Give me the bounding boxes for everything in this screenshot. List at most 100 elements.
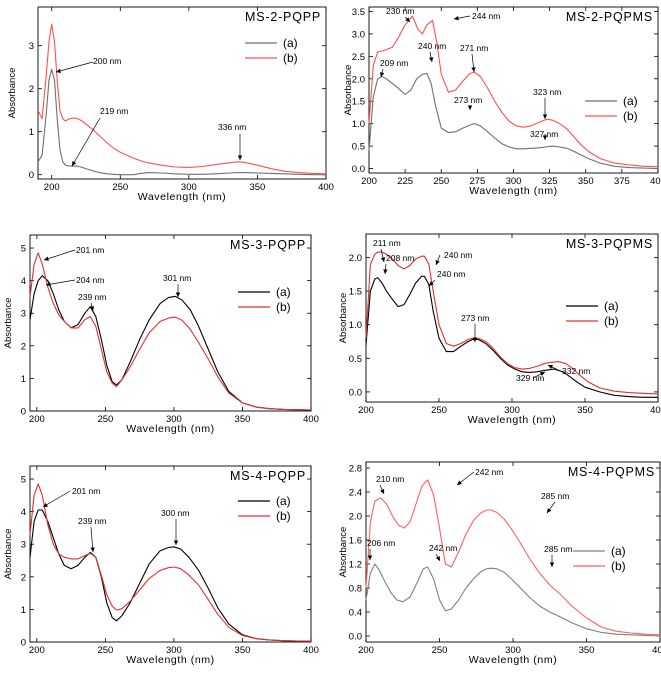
- annotation-label: 273 nm: [461, 313, 489, 323]
- panel-title: MS-4-PQPP: [230, 469, 306, 483]
- y-tick-label: 0: [21, 407, 26, 418]
- annotation-label: 327 nm: [530, 129, 558, 139]
- annotation-arrowhead: [435, 556, 440, 561]
- series-line: [365, 479, 661, 636]
- annotation-label: 239 nm: [78, 292, 106, 302]
- annotation-arrowhead: [175, 292, 181, 297]
- x-tick-label: 200: [361, 176, 377, 187]
- x-tick-label: 400: [318, 182, 334, 193]
- legend-label: (a): [623, 94, 638, 108]
- series-line: [368, 72, 659, 170]
- x-axis-title: Wavelength (nm): [138, 191, 227, 203]
- annotation-arrowhead: [89, 306, 95, 311]
- annotation-arrowhead: [90, 547, 95, 552]
- x-tick-label: 250: [431, 405, 447, 416]
- annotation-arrowhead: [44, 256, 49, 261]
- y-tick-label: 0.5: [352, 142, 365, 153]
- x-tick-label: 300: [181, 182, 197, 193]
- y-tick-label: 4: [21, 507, 26, 518]
- legend-label: (b): [604, 314, 619, 328]
- annotation-arrowhead: [428, 57, 434, 62]
- y-tick-label: 2.0: [349, 512, 362, 523]
- y-axis-title: Absorbance: [338, 527, 349, 578]
- annotation-label: 200 nm: [93, 56, 121, 66]
- y-tick-label: 1.6: [349, 536, 362, 547]
- x-tick-label: 350: [235, 645, 251, 656]
- panel-title: MS-2-PQPMS: [566, 10, 653, 24]
- x-tick-label: 250: [97, 414, 113, 425]
- x-tick-label: 200: [29, 414, 45, 425]
- x-tick-label: 400: [650, 405, 661, 416]
- x-tick-label: 350: [578, 176, 594, 187]
- chart-panel: 200 250 300 350 400 0.0 0.4 0.8 1.2 1.6 2.0 2.4 2.8 W…: [338, 461, 661, 666]
- annotation-arrowhead: [454, 16, 459, 21]
- annotation-label: 240 nm: [437, 269, 465, 279]
- annotation-arrowhead: [542, 114, 548, 119]
- x-tick-label: 300: [505, 645, 521, 656]
- chart-panel: 200 225 250 275 300 325 350 375 400 0.0 0.5 1.0 1.5 2…: [343, 6, 661, 197]
- x-tick-label: 375: [614, 176, 630, 187]
- x-axis-title: Wavelength (nm): [126, 423, 215, 435]
- annotation-label: 206 nm: [367, 538, 395, 548]
- y-tick-label: 1: [21, 605, 26, 616]
- annotation-arrowhead: [467, 105, 473, 110]
- annotation-arrowhead: [547, 508, 552, 513]
- legend-label: (a): [283, 36, 298, 50]
- annotation-arrowhead: [383, 269, 388, 274]
- y-tick-label: 0: [29, 170, 34, 181]
- annotation-label: 273 nm: [454, 95, 482, 105]
- x-tick-label: 250: [97, 645, 113, 656]
- panel-title: MS-3-PQPMS: [566, 237, 653, 251]
- annotation-leader: [42, 490, 71, 508]
- annotation-label: 332 nm: [562, 366, 590, 376]
- annotation-label: 211 nm: [373, 238, 401, 248]
- annotation-arrowhead: [471, 67, 476, 72]
- y-tick-label: 2: [29, 84, 34, 95]
- legend-label: (a): [611, 544, 626, 558]
- chart-panel: 200 250 300 350 400 0.0 0.5 1.0 1.5 2.0 Wavelength…: [338, 233, 661, 426]
- x-tick-label: 300: [504, 405, 520, 416]
- x-axis-title: Wavelength (nm): [126, 654, 215, 666]
- x-tick-label: 200: [358, 405, 374, 416]
- annotation-arrowhead: [237, 155, 243, 160]
- series-line: [37, 68, 326, 176]
- y-tick-label: 0.0: [349, 387, 362, 398]
- annotation-arrowhead: [380, 488, 385, 494]
- x-tick-label: 400: [650, 176, 661, 187]
- y-tick-label: 3.5: [352, 7, 365, 18]
- annotation-arrowhead: [56, 68, 61, 73]
- annotation-label: 204 nm: [76, 275, 104, 285]
- annotation-arrowhead: [548, 365, 554, 369]
- y-tick-label: 2: [21, 572, 26, 583]
- annotation-label: 209 nm: [380, 58, 408, 68]
- chart-panel: 200 250 300 350 400 0 1 2 3 Wavelength (nm) Absorb…: [7, 6, 334, 203]
- annotation-label: 201 nm: [76, 245, 104, 255]
- y-tick-label: 2.4: [349, 488, 362, 499]
- annotation-label: 301 nm: [163, 273, 191, 283]
- annotation-label: 285 nm: [541, 491, 569, 501]
- y-tick-label: 1: [29, 127, 34, 138]
- annotation-arrowhead: [72, 161, 77, 166]
- legend-label: (b): [623, 109, 638, 123]
- x-tick-label: 400: [652, 645, 661, 656]
- legend-label: (b): [276, 509, 291, 523]
- annotation-leader: [45, 279, 76, 286]
- x-tick-label: 400: [303, 645, 319, 656]
- annotation-leader: [55, 61, 94, 73]
- y-tick-label: 5: [21, 244, 26, 255]
- annotation-label: 242 nm: [429, 543, 457, 553]
- y-tick-label: 0.4: [349, 608, 362, 619]
- x-tick-label: 300: [166, 645, 182, 656]
- x-tick-label: 275: [469, 176, 485, 187]
- x-tick-label: 225: [397, 176, 413, 187]
- panel-title: MS-2-PQPP: [245, 10, 321, 24]
- legend-label: (a): [604, 299, 619, 313]
- annotation-arrowhead: [405, 17, 410, 22]
- x-axis-title: Wavelength (nm): [469, 654, 558, 666]
- annotation-label: 244 nm: [472, 11, 500, 21]
- plot-frame: [29, 234, 312, 412]
- annotation-arrowhead: [542, 135, 548, 140]
- annotation-label: 323 nm: [533, 87, 561, 97]
- series-line: [29, 509, 312, 642]
- y-tick-label: 2.8: [349, 464, 362, 475]
